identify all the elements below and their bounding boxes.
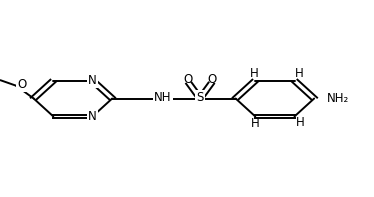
- Text: NH: NH: [154, 91, 171, 104]
- Text: H: H: [249, 67, 258, 80]
- Text: N: N: [88, 74, 97, 87]
- Text: H: H: [295, 67, 304, 80]
- Text: N: N: [88, 110, 97, 123]
- Text: H: H: [251, 117, 259, 130]
- Text: S: S: [196, 91, 204, 104]
- Text: O: O: [208, 73, 217, 86]
- Text: O: O: [184, 73, 193, 86]
- Text: NH₂: NH₂: [327, 92, 349, 105]
- Text: H: H: [296, 116, 305, 129]
- Text: O: O: [18, 78, 27, 91]
